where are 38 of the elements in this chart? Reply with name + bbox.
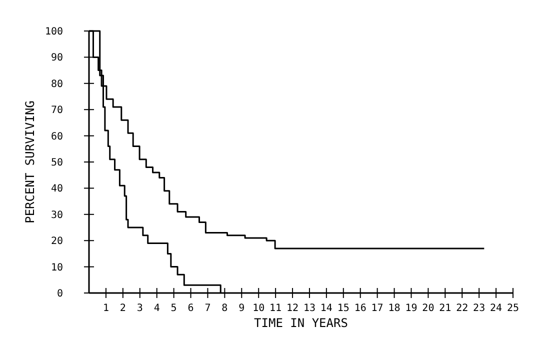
x-tick-label: 13 <box>303 303 316 314</box>
x-tick-label: 6 <box>188 303 194 314</box>
x-tick-label: 18 <box>388 303 400 314</box>
x-tick-label: 17 <box>371 303 384 314</box>
y-tick-label: 0 <box>56 288 63 300</box>
y-tick-label: 50 <box>50 158 63 168</box>
y-tick-label: 80 <box>50 78 63 90</box>
x-tick-label: 7 <box>204 303 211 314</box>
y-tick-label: 20 <box>50 236 63 248</box>
y-tick-label: 10 <box>50 262 63 274</box>
x-tick-label: 11 <box>270 303 282 314</box>
x-tick-label: 10 <box>252 303 265 314</box>
x-tick-label: 5 <box>170 303 177 314</box>
y-tick-label: 90 <box>50 52 63 64</box>
x-tick-label: 15 <box>337 303 350 314</box>
x-tick-label: 24 <box>490 303 502 314</box>
x-tick-label: 19 <box>405 303 418 314</box>
x-tick-label: 21 <box>439 303 452 314</box>
y-tick-label: 30 <box>50 210 63 221</box>
x-tick-label: 3 <box>136 303 143 314</box>
x-tick-label: 16 <box>354 303 366 314</box>
x-tick-label: 23 <box>473 303 486 314</box>
y-tick-label: 60 <box>50 131 63 142</box>
x-axis-title: TIME IN YEARS <box>254 316 348 330</box>
x-tick-label: 22 <box>456 303 468 314</box>
x-tick-label: 20 <box>422 303 434 314</box>
y-axis-title: PERCENT SURVIVING <box>23 100 37 224</box>
x-tick-label: 2 <box>120 303 126 314</box>
x-tick-label: 8 <box>222 303 228 314</box>
x-tick-label: 1 <box>102 303 109 314</box>
x-tick-label: 14 <box>320 303 332 314</box>
x-tick-label: 9 <box>238 303 245 314</box>
y-tick-label: 70 <box>50 105 63 116</box>
y-tick-label: 100 <box>44 26 63 38</box>
x-tick-label: 12 <box>286 303 299 314</box>
y-tick-label: 40 <box>50 184 63 195</box>
x-tick-label: 4 <box>154 303 160 314</box>
x-tick-label: 25 <box>506 303 520 314</box>
